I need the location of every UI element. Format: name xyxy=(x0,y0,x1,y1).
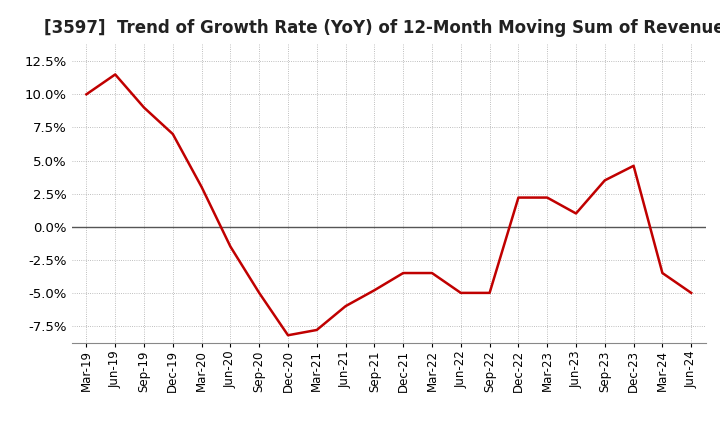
Title: [3597]  Trend of Growth Rate (YoY) of 12-Month Moving Sum of Revenues: [3597] Trend of Growth Rate (YoY) of 12-… xyxy=(43,19,720,37)
